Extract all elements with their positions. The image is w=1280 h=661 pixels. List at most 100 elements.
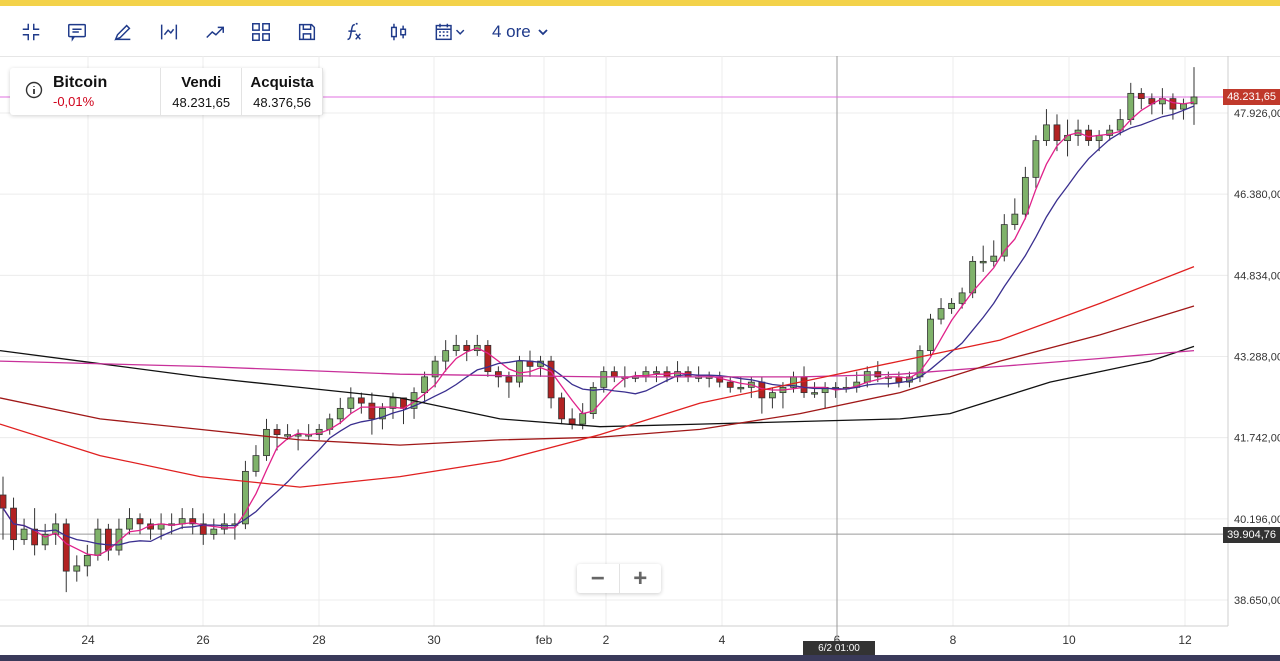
function-icon[interactable]	[340, 19, 366, 45]
candle-body	[252, 455, 260, 472]
candle-body	[210, 528, 218, 535]
candle-body	[547, 360, 555, 399]
candle-body	[104, 528, 112, 551]
candle-body	[379, 407, 386, 420]
buy-label: Acquista	[250, 74, 314, 91]
chevron-down-icon	[538, 29, 548, 36]
ma-line-ma-pink	[0, 349, 1195, 378]
instrument-change: -0,01%	[53, 94, 95, 109]
candle-body	[189, 518, 197, 525]
crosshair-price-tag: 39.904,76	[1223, 527, 1280, 543]
candle-body	[1000, 224, 1008, 257]
ma-line-ma-darkred	[0, 305, 1195, 446]
trend-icon[interactable]	[202, 19, 228, 45]
time-tick-label: 4	[719, 633, 726, 647]
candle-body	[610, 371, 618, 378]
candle-body	[1169, 98, 1177, 110]
time-tick-label: 26	[196, 633, 210, 647]
candle-body	[990, 255, 998, 262]
zoom-in-button[interactable]: +	[633, 564, 648, 592]
instrument-cell[interactable]: Bitcoin -0,01%	[10, 68, 162, 115]
info-icon[interactable]	[25, 81, 43, 99]
crosshair-date-tag: 6/2 01:00	[803, 641, 875, 656]
candle-body	[1053, 124, 1061, 142]
instrument-info-panel: Bitcoin -0,01% Vendi 48.231,65 Acquista …	[10, 68, 324, 115]
layout-icon[interactable]	[248, 19, 274, 45]
candle-body	[389, 397, 397, 409]
price-tick-label: 40.196,00	[1234, 514, 1280, 526]
price-tick-label: 46.380,00	[1234, 189, 1280, 201]
candle-body	[368, 402, 376, 420]
candle-body	[600, 371, 608, 388]
candle-body	[1032, 140, 1040, 178]
candle-body	[948, 302, 955, 310]
candle-body	[726, 381, 734, 388]
candle-body	[41, 533, 49, 546]
time-tick-label: 30	[427, 633, 441, 647]
chart-toolbar: 4 ore	[0, 6, 1280, 57]
candle-body	[336, 407, 344, 420]
candle-type-icon[interactable]	[386, 19, 412, 45]
candle-body	[1190, 96, 1198, 105]
current-price-tag: 48.231,65	[1223, 89, 1280, 105]
candle-body	[505, 376, 513, 383]
indicator-icon[interactable]	[156, 19, 182, 45]
sell-cell[interactable]: Vendi 48.231,65	[161, 68, 243, 115]
candle-body	[421, 376, 428, 394]
time-tick-label: feb	[536, 633, 553, 647]
candle-body	[52, 523, 60, 535]
time-tick-label: 12	[1178, 633, 1192, 647]
price-chart[interactable]: 47.926,00 46.380,00 44.834,00 43.288,00 41.7…	[0, 56, 1280, 655]
candle-body	[126, 518, 133, 530]
candle-body	[1137, 92, 1145, 100]
candle-body	[115, 528, 123, 551]
period-selector[interactable]: 4 ore	[492, 20, 549, 44]
sell-price: 48.231,65	[172, 95, 231, 110]
candle-body	[1127, 92, 1135, 121]
zoom-out-button[interactable]: −	[577, 564, 620, 593]
candle-body	[737, 386, 745, 390]
candle-body	[979, 260, 987, 264]
candle-body	[136, 518, 144, 525]
candle-body	[220, 523, 228, 530]
ma-line-ma-slow_red	[0, 265, 1195, 488]
candle-body	[431, 360, 439, 378]
candle-body	[937, 308, 945, 320]
candle-body	[284, 434, 291, 437]
candle-body	[1180, 103, 1187, 110]
pencil-icon[interactable]	[110, 19, 136, 45]
candle-body	[62, 523, 70, 572]
candle-body	[263, 428, 270, 457]
candle-body	[1043, 124, 1050, 142]
candle-body	[199, 523, 207, 535]
price-tick-label: 44.834,00	[1234, 270, 1280, 282]
candle-body	[589, 386, 597, 415]
price-tick-label: 43.288,00	[1234, 352, 1280, 364]
candle-body	[579, 413, 587, 425]
comment-icon[interactable]	[64, 19, 90, 45]
zoom-controls: − +	[577, 564, 661, 593]
candle-body	[558, 397, 566, 420]
candle-body	[1011, 213, 1019, 226]
candle-body	[1116, 119, 1124, 131]
candle-body	[494, 371, 502, 378]
calendar-icon[interactable]	[432, 19, 470, 45]
save-icon[interactable]	[294, 19, 320, 45]
candle-body	[94, 528, 102, 556]
candle-body	[863, 371, 871, 383]
collapse-icon[interactable]	[18, 19, 44, 45]
candle-body	[242, 470, 249, 525]
price-tick-label: 41.742,00	[1234, 433, 1280, 445]
buy-price: 48.376,56	[253, 95, 311, 110]
candle-body	[73, 565, 81, 572]
candle-body	[31, 528, 39, 546]
ma-mid-line	[2, 105, 1195, 546]
time-tick-label: 8	[950, 633, 957, 647]
candle-body	[568, 418, 576, 425]
buy-cell[interactable]: Acquista 48.376,56	[242, 68, 324, 115]
top-accent-bar	[0, 0, 1280, 6]
candle-body	[927, 318, 934, 352]
candle-body	[653, 371, 660, 374]
candle-body	[769, 392, 776, 399]
candle-body	[811, 392, 818, 395]
